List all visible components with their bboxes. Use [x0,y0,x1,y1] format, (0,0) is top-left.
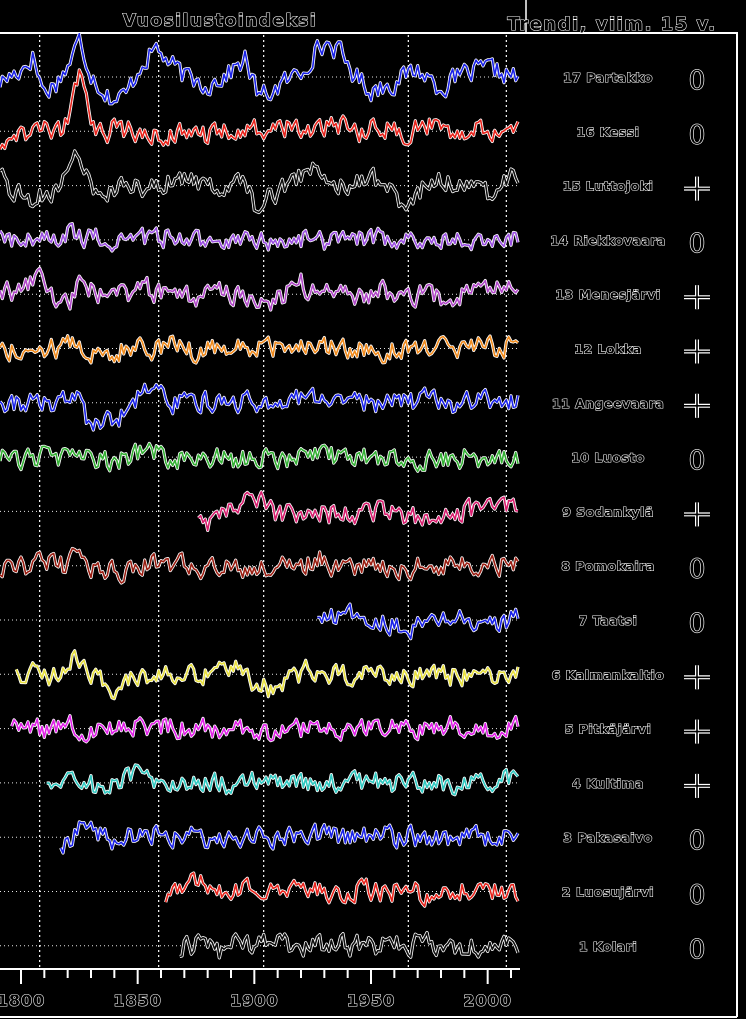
series-line-6-kalmankaltio [15,649,519,700]
series-line-12-lokka [0,334,519,364]
x-axis: 1800 1850 1900 1950 2000 [0,968,520,1011]
trend-zero-17-partakko: 0 [689,66,706,96]
trend-zero-10-luosto: 0 [689,446,706,476]
series-line-5-pitkäjärvi [10,714,519,743]
series-line-16-kessi [0,69,519,150]
series-labels: 17 Partakko 16 Kessi 15 Luttojoki 14 Riekko… [550,69,666,954]
series-line-7-taatsi [317,603,519,640]
series-label-15-luttojoki: 15 Luttojoki [563,179,654,194]
trend-plus-15-luttojoki [684,176,710,201]
series-label-13-menesjärvi: 13 Menesjärvi [555,287,660,302]
series-label-7-taatsi: 7 Taatsi [579,613,638,628]
series-label-5-pitkäjärvi: 5 Pitkäjärvi [565,722,652,737]
trend-plus-4-kultima [684,773,710,798]
series-label-6-kalmankaltio: 6 Kalmankaltio [552,667,665,682]
series-label-12-lokka: 12 Lokka [574,342,641,357]
trend-plus-13-menesjärvi [684,285,710,310]
series-line-4-kultima [46,764,519,796]
x-tick-label-1950: 1950 [347,991,396,1010]
series-line-17-partakko [0,33,519,105]
trend-zero-1-kolari: 0 [689,935,706,965]
series-label-11-angeevaara: 11 Angeevaara [552,396,664,411]
series-line-13-menesjärvi [0,267,519,311]
series-line-11-angeevaara [0,383,519,431]
trend-zero-8-pomokaira: 0 [689,555,706,585]
series-line-10-luosto [0,442,519,472]
series-label-2-luosujärvi: 2 Luosujärvi [562,885,654,900]
chart-title: Vuosilustoindeksi [123,11,318,31]
series-line-2-luosujärvi [164,872,519,907]
trend-plus-6-kalmankaltio [684,665,710,690]
series-label-1-kolari: 1 Kolari [579,939,637,954]
trend-header: Trendi, viim. 15 v. [507,14,716,35]
trend-plus-11-angeevaara [684,393,710,418]
trend-zero-7-taatsi: 0 [689,609,706,639]
trend-zero-2-luosujärvi: 0 [689,881,706,911]
x-tick-label-1850: 1850 [113,991,162,1010]
series-line-9-sodankylä [197,491,519,532]
series-label-8-pomokaira: 8 Pomokaira [561,559,655,574]
series-label-16-kessi: 16 Kessi [577,124,640,139]
x-tick-label-2000: 2000 [463,991,512,1010]
trend-plus-12-lokka [684,339,710,364]
series-line-1-kolari [179,931,519,959]
trend-plus-5-pitkäjärvi [684,719,710,744]
trend-zero-14-riekkovaara: 0 [689,229,706,259]
series-label-10-luosto: 10 Luosto [571,450,645,465]
x-tick-label-1800: 1800 [0,991,45,1010]
series-label-3-pakasaivo: 3 Pakasaivo [563,830,652,845]
x-tick-label-1900: 1900 [230,991,279,1010]
series-label-14-riekkovaara: 14 Riekkovaara [550,233,666,248]
series-label-4-kultima: 4 Kultima [572,776,644,791]
series-label-9-sodankylä: 9 Sodankylä [562,504,654,519]
series-line-8-pomokaira [0,547,519,584]
series-line-15-luttojoki [0,150,519,214]
series-line-3-pakasaivo [59,821,519,854]
trend-plus-9-sodankylä [684,502,710,527]
series-label-17-partakko: 17 Partakko [563,70,653,85]
trend-zero-16-kessi: 0 [689,120,706,150]
series-line-14-riekkovaara [0,222,519,252]
trend-zero-3-pakasaivo: 0 [689,826,706,856]
trend-symbols: 0 0 0 0 0 0 0 0 0 [684,65,710,965]
series-lines [0,32,520,960]
